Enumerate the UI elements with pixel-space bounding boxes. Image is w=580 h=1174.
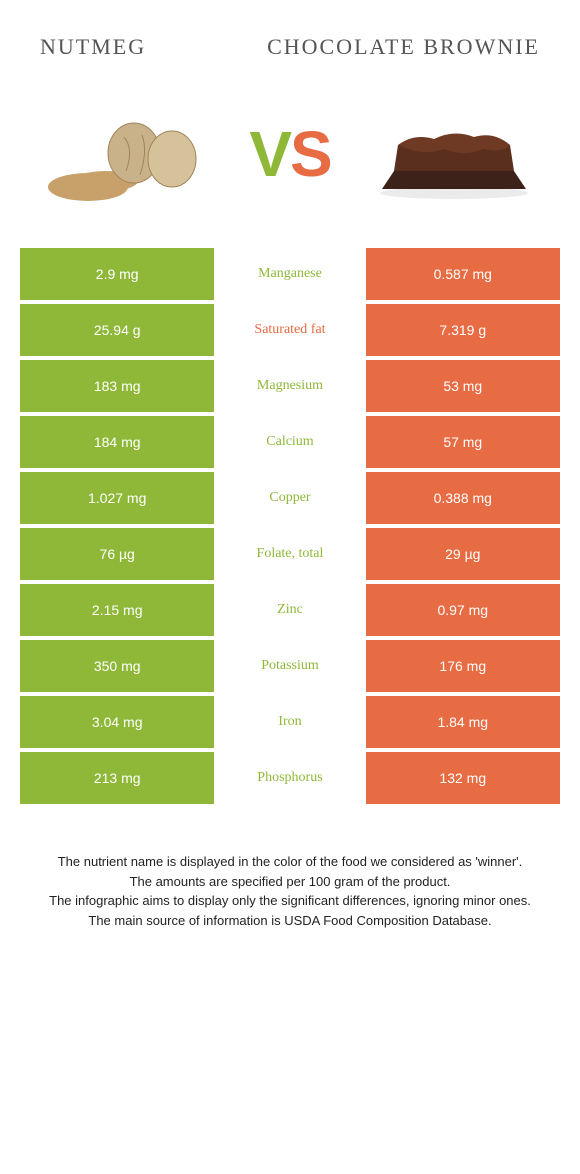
left-value-cell: 2.9 mg xyxy=(20,248,214,300)
left-value-cell: 25.94 g xyxy=(20,304,214,356)
left-value-cell: 1.027 mg xyxy=(20,472,214,524)
vs-letter-v: V xyxy=(249,117,290,191)
comparison-row: 76 µgFolate, total29 µg xyxy=(20,528,560,580)
left-value-cell: 3.04 mg xyxy=(20,696,214,748)
right-value-cell: 53 mg xyxy=(366,360,560,412)
right-value-cell: 0.388 mg xyxy=(366,472,560,524)
nutrient-label: Copper xyxy=(214,472,365,524)
comparison-row: 1.027 mgCopper0.388 mg xyxy=(20,472,560,524)
comparison-row: 213 mgPhosphorus132 mg xyxy=(20,752,560,804)
brownie-image xyxy=(374,94,534,214)
nutmeg-image xyxy=(46,94,206,214)
comparison-table: 2.9 mgManganese0.587 mg25.94 gSaturated … xyxy=(20,248,560,804)
comparison-row: 25.94 gSaturated fat7.319 g xyxy=(20,304,560,356)
footer-line: The infographic aims to display only the… xyxy=(32,891,548,911)
footer-line: The amounts are specified per 100 gram o… xyxy=(32,872,548,892)
nutrient-label: Folate, total xyxy=(214,528,365,580)
comparison-row: 350 mgPotassium176 mg xyxy=(20,640,560,692)
comparison-row: 184 mgCalcium57 mg xyxy=(20,416,560,468)
nutrient-label: Phosphorus xyxy=(214,752,365,804)
comparison-row: 2.9 mgManganese0.587 mg xyxy=(20,248,560,300)
footer-notes: The nutrient name is displayed in the co… xyxy=(20,808,560,930)
footer-line: The nutrient name is displayed in the co… xyxy=(32,852,548,872)
comparison-row: 2.15 mgZinc0.97 mg xyxy=(20,584,560,636)
left-value-cell: 183 mg xyxy=(20,360,214,412)
comparison-row: 183 mgMagnesium53 mg xyxy=(20,360,560,412)
right-value-cell: 132 mg xyxy=(366,752,560,804)
footer-line: The main source of information is USDA F… xyxy=(32,911,548,931)
nutrient-label: Saturated fat xyxy=(214,304,365,356)
left-value-cell: 184 mg xyxy=(20,416,214,468)
vs-letter-s: S xyxy=(290,117,331,191)
right-value-cell: 0.587 mg xyxy=(366,248,560,300)
images-row: VS xyxy=(20,84,560,248)
right-value-cell: 1.84 mg xyxy=(366,696,560,748)
left-value-cell: 76 µg xyxy=(20,528,214,580)
nutrient-label: Manganese xyxy=(214,248,365,300)
right-value-cell: 57 mg xyxy=(366,416,560,468)
infographic-container: Nutmeg Chocolate brownie VS xyxy=(0,0,580,954)
right-food-title: Chocolate brownie xyxy=(267,34,540,60)
right-value-cell: 29 µg xyxy=(366,528,560,580)
title-row: Nutmeg Chocolate brownie xyxy=(20,24,560,84)
right-value-cell: 7.319 g xyxy=(366,304,560,356)
right-value-cell: 0.97 mg xyxy=(366,584,560,636)
left-value-cell: 350 mg xyxy=(20,640,214,692)
nutrient-label: Calcium xyxy=(214,416,365,468)
nutrient-label: Magnesium xyxy=(214,360,365,412)
right-value-cell: 176 mg xyxy=(366,640,560,692)
left-value-cell: 213 mg xyxy=(20,752,214,804)
nutrient-label: Iron xyxy=(214,696,365,748)
left-food-title: Nutmeg xyxy=(40,34,146,60)
nutrient-label: Zinc xyxy=(214,584,365,636)
nutrient-label: Potassium xyxy=(214,640,365,692)
comparison-row: 3.04 mgIron1.84 mg xyxy=(20,696,560,748)
left-value-cell: 2.15 mg xyxy=(20,584,214,636)
vs-label: VS xyxy=(249,117,330,191)
